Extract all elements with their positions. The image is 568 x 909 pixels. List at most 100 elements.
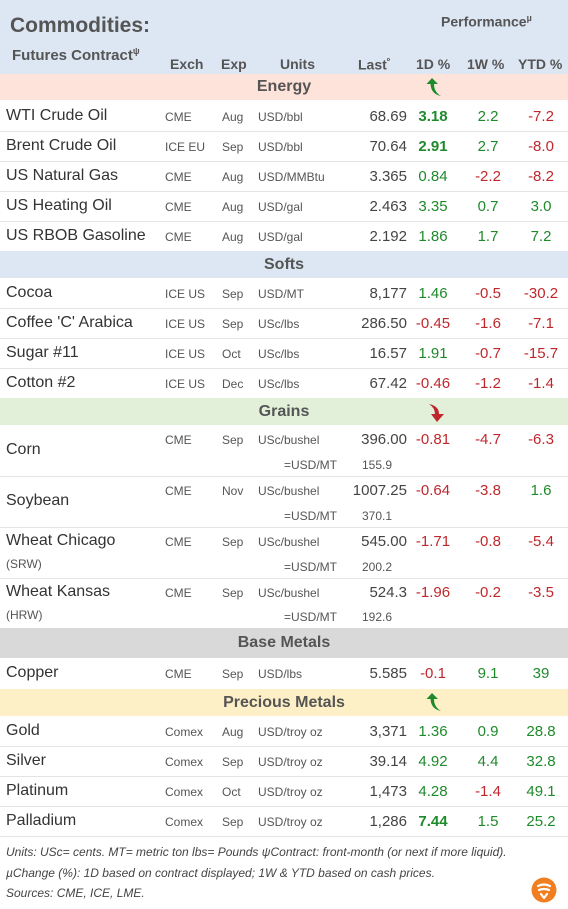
last-price: 1,473 [369,783,407,800]
table-row: Cocoa ICE US Sep USD/MT 8,177 1.46 -0.5 … [0,278,568,309]
expiry: Sep [222,287,244,301]
exchange: ICE US [165,347,206,361]
commodity-name: US Heating Oil [6,197,112,214]
last-price: 396.00 [361,431,407,448]
exchange: CME [165,433,192,447]
section-title: Energy [256,78,312,95]
change-1w: -0.2 [475,584,501,601]
commodity-name: Palladium [6,812,77,829]
page-title: Commodities: [10,14,151,37]
section-base-metals: Base Metals [0,628,568,658]
exchange: Comex [165,755,204,769]
performance-label: Performanceµ [441,13,532,30]
conversion-label: =USD/MT [284,560,338,574]
units: USD/lbs [258,667,303,681]
conversion-value: 200.2 [362,560,393,574]
last-price: 545.00 [361,533,407,550]
commodity-name: Cotton #2 [6,374,76,391]
commodity-name: Silver [6,752,47,769]
expiry: Oct [222,347,241,361]
performance-mark: µ [526,13,532,23]
change-1w: -0.8 [475,533,501,550]
table-row: Coffee 'C' Arabica ICE US Sep USc/lbs 28… [0,308,568,339]
units: USc/lbs [258,317,300,331]
last-price: 524.3 [369,584,407,601]
change-1d: -0.81 [415,431,451,448]
change-1w: 2.2 [477,108,499,125]
change-1d: 1.86 [418,228,448,245]
change-ytd: 28.8 [526,723,556,740]
units: USD/gal [258,200,303,214]
commodity-name: Brent Crude Oil [6,137,117,154]
change-1w: 2.7 [477,138,499,155]
change-1w: -1.6 [475,315,501,332]
conversion-label: =USD/MT [284,458,338,472]
commodity-subname: (HRW) [6,608,43,622]
units: USD/MT [258,287,304,301]
subtitle-mark: ψ [132,46,140,56]
table-row: Palladium Comex Sep USD/troy oz 1,286 7.… [0,806,568,837]
change-1w: -4.7 [475,431,501,448]
units: USD/bbl [258,140,303,154]
change-ytd: 25.2 [526,813,556,830]
expiry: Aug [222,110,244,124]
change-1w: 0.9 [477,723,499,740]
commodity-name: Wheat Kansas [6,583,111,600]
change-1w: 1.7 [477,228,499,245]
exchange: CME [165,200,192,214]
change-ytd: -8.2 [528,168,554,185]
col-exch: Exch [170,56,204,72]
expiry: Aug [222,725,244,739]
change-1d: 1.36 [418,723,448,740]
change-1d: 1.91 [418,345,448,362]
last-price: 70.64 [369,138,407,155]
footnote-change: µChange (%): 1D based on contract displa… [6,866,435,880]
table-header: Commodities: Futures Contractψ Performan… [0,0,568,80]
change-1w: -3.8 [475,482,501,499]
table-row: Cotton #2 ICE US Dec USc/lbs 67.42 -0.46… [0,368,568,398]
last-price: 3,371 [369,723,407,740]
last-price: 1007.25 [352,482,407,499]
change-ytd: -8.0 [528,138,554,155]
expiry: Sep [222,586,244,600]
col-units: Units [280,56,315,72]
change-1d: -1.96 [415,584,451,601]
expiry: Sep [222,140,244,154]
change-1w: -0.5 [475,285,501,302]
units: USc/bushel [258,535,320,549]
section-title: Grains [258,403,310,420]
commodity-name: Sugar #11 [6,344,79,361]
exchange: CME [165,230,192,244]
change-ytd: 1.6 [530,482,552,499]
change-1w: 4.4 [477,753,499,770]
conversion-label: =USD/MT [284,509,338,523]
change-1d: 3.35 [418,198,448,215]
change-ytd: -5.4 [528,533,554,550]
section-grains: Grains [0,398,568,425]
expiry: Sep [222,535,244,549]
expiry: Sep [222,755,244,769]
change-ytd: -30.2 [523,285,559,302]
change-1d: 4.92 [418,753,448,770]
commodity-name: Platinum [6,782,69,799]
units: USD/gal [258,230,303,244]
change-ytd: 39 [532,665,550,682]
section-softs: Softs [0,251,568,278]
section-energy: Energy [0,74,568,100]
expiry: Aug [222,170,244,184]
performance-text: Performance [441,13,527,30]
units: USc/lbs [258,377,300,391]
exchange: ICE US [165,377,206,391]
commodity-name: Cocoa [6,284,53,301]
units: USc/bushel [258,586,320,600]
commodity-subname: (SRW) [6,557,42,571]
units: USc/lbs [258,347,300,361]
exchange: ICE US [165,317,206,331]
table-row: Corn CME Sep USc/bushel 396.00 -0.81 -4.… [0,425,568,477]
logo-icon [531,877,557,903]
change-1d: 0.84 [418,168,448,185]
units: USD/MMBtu [258,170,325,184]
change-1d: 4.28 [418,783,448,800]
table-row: Soybean CME Nov USc/bushel 1007.25 -0.64… [0,476,568,528]
last-price: 2.192 [369,228,407,245]
